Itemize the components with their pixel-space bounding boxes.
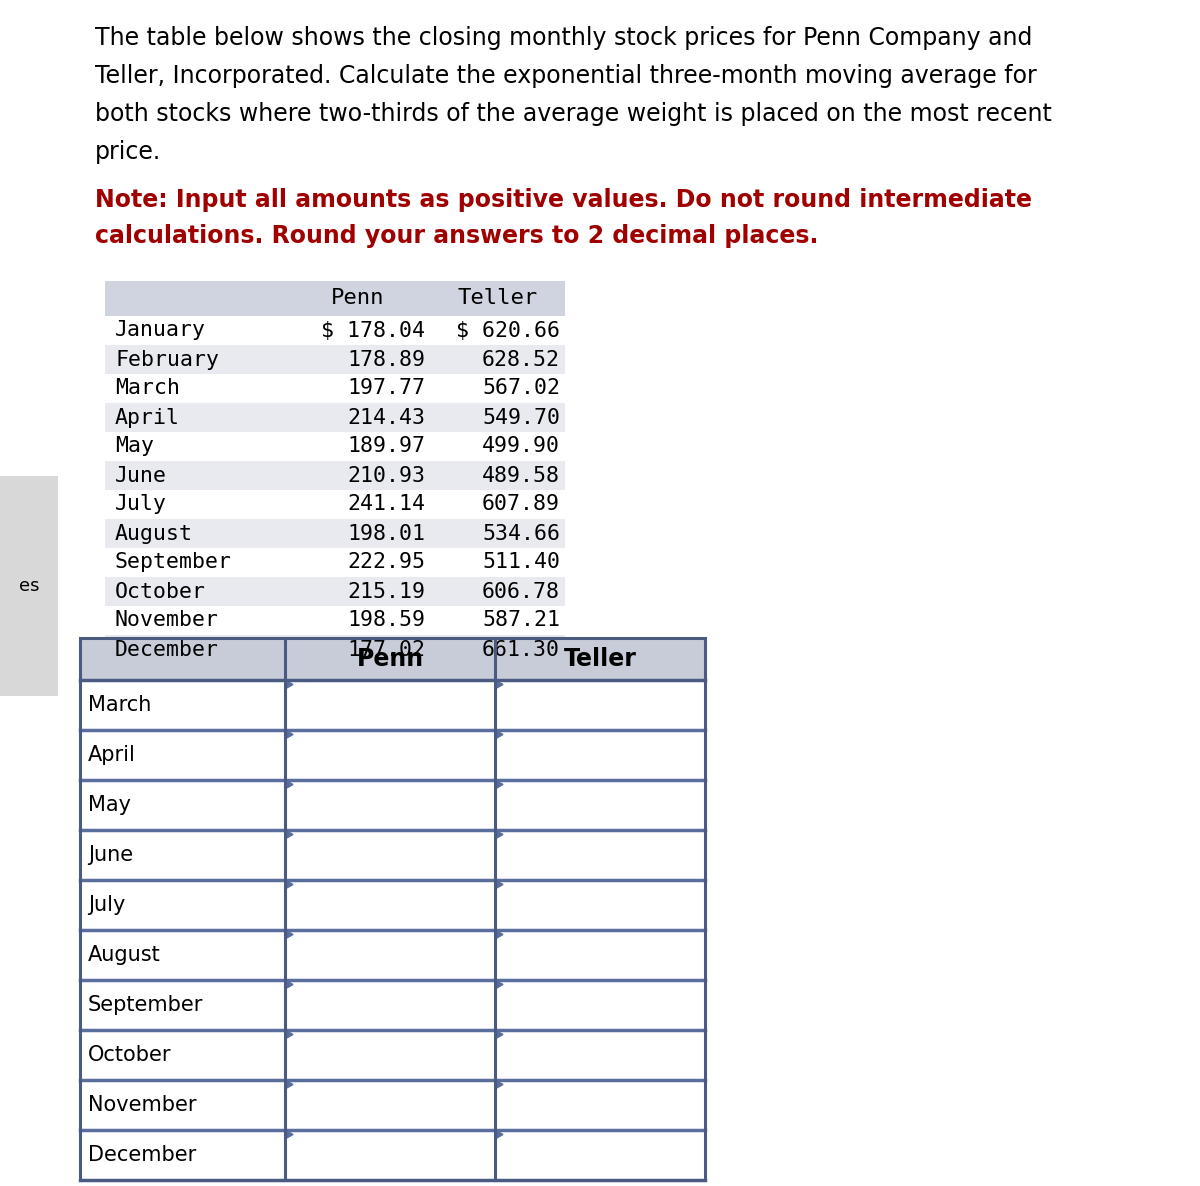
Polygon shape — [496, 1130, 503, 1139]
Polygon shape — [286, 830, 293, 839]
Bar — [80, 638, 706, 1180]
Text: July: July — [88, 895, 125, 916]
Text: 241.14: 241.14 — [347, 495, 425, 515]
Text: Penn: Penn — [356, 648, 424, 671]
Text: 607.89: 607.89 — [482, 495, 560, 515]
Text: September: September — [88, 995, 203, 1015]
Text: 511.40: 511.40 — [482, 553, 560, 573]
Text: 178.89: 178.89 — [347, 350, 425, 370]
Text: price.: price. — [95, 140, 161, 164]
Text: 189.97: 189.97 — [347, 436, 425, 457]
Polygon shape — [496, 980, 503, 989]
Text: Note: Input all amounts as positive values. Do not round intermediate: Note: Input all amounts as positive valu… — [95, 189, 1032, 212]
Text: March: March — [88, 695, 151, 715]
Text: 549.70: 549.70 — [482, 408, 560, 427]
Polygon shape — [286, 1029, 293, 1039]
Text: June: June — [115, 465, 167, 485]
Text: March: March — [115, 378, 180, 398]
Text: June: June — [88, 844, 133, 865]
Text: December: December — [115, 639, 220, 659]
Text: Teller: Teller — [457, 288, 538, 308]
Text: 661.30: 661.30 — [482, 639, 560, 659]
Polygon shape — [286, 680, 293, 689]
Text: 214.43: 214.43 — [347, 408, 425, 427]
Text: October: October — [115, 581, 206, 601]
Text: April: April — [115, 408, 180, 427]
Text: 628.52: 628.52 — [482, 350, 560, 370]
Text: $ 620.66: $ 620.66 — [456, 320, 560, 340]
Polygon shape — [496, 731, 503, 739]
Text: April: April — [88, 745, 136, 765]
Text: October: October — [88, 1045, 172, 1065]
Polygon shape — [286, 731, 293, 739]
Text: 198.01: 198.01 — [347, 523, 425, 543]
Polygon shape — [496, 1080, 503, 1089]
Text: 215.19: 215.19 — [347, 581, 425, 601]
Text: December: December — [88, 1144, 197, 1165]
Text: 222.95: 222.95 — [347, 553, 425, 573]
Text: Penn: Penn — [331, 288, 384, 308]
Text: January: January — [115, 320, 206, 340]
Text: November: November — [115, 611, 220, 631]
Polygon shape — [286, 1130, 293, 1139]
Text: calculations. Round your answers to 2 decimal places.: calculations. Round your answers to 2 de… — [95, 224, 818, 248]
Polygon shape — [286, 1080, 293, 1089]
Polygon shape — [286, 980, 293, 989]
Bar — [106, 345, 565, 374]
Bar — [80, 680, 706, 1180]
Text: May: May — [88, 795, 131, 815]
Bar — [106, 461, 565, 490]
Text: July: July — [115, 495, 167, 515]
Text: 197.77: 197.77 — [347, 378, 425, 398]
Polygon shape — [496, 880, 503, 890]
Bar — [106, 635, 565, 664]
Polygon shape — [496, 1029, 503, 1039]
Polygon shape — [286, 780, 293, 789]
Text: 587.21: 587.21 — [482, 611, 560, 631]
Text: 210.93: 210.93 — [347, 465, 425, 485]
Text: 567.02: 567.02 — [482, 378, 560, 398]
Text: 489.58: 489.58 — [482, 465, 560, 485]
Text: Teller: Teller — [564, 648, 636, 671]
Text: August: August — [115, 523, 193, 543]
Text: August: August — [88, 945, 161, 965]
Text: September: September — [115, 553, 232, 573]
Text: 499.90: 499.90 — [482, 436, 560, 457]
Bar — [106, 403, 565, 432]
Bar — [0, 476, 58, 696]
Text: 177.02: 177.02 — [347, 639, 425, 659]
Bar — [106, 519, 565, 548]
Text: es: es — [19, 578, 40, 595]
Text: May: May — [115, 436, 154, 457]
Polygon shape — [286, 880, 293, 890]
Text: both stocks where two-thirds of the average weight is placed on the most recent: both stocks where two-thirds of the aver… — [95, 102, 1052, 126]
Text: 534.66: 534.66 — [482, 523, 560, 543]
Text: The table below shows the closing monthly stock prices for Penn Company and: The table below shows the closing monthl… — [95, 26, 1032, 50]
Polygon shape — [496, 780, 503, 789]
Text: 198.59: 198.59 — [347, 611, 425, 631]
Polygon shape — [496, 680, 503, 689]
Polygon shape — [496, 830, 503, 839]
Polygon shape — [286, 930, 293, 939]
Text: 606.78: 606.78 — [482, 581, 560, 601]
Text: November: November — [88, 1095, 197, 1115]
Bar — [106, 578, 565, 606]
Bar — [80, 638, 706, 680]
Bar — [106, 281, 565, 315]
Text: Teller, Incorporated. Calculate the exponential three-month moving average for: Teller, Incorporated. Calculate the expo… — [95, 64, 1037, 88]
Polygon shape — [496, 930, 503, 939]
Text: $ 178.04: $ 178.04 — [322, 320, 425, 340]
Text: February: February — [115, 350, 220, 370]
